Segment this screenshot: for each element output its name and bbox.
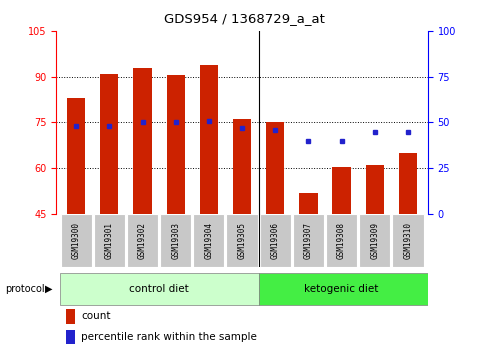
Bar (60, 273, 258, 305)
Bar (66, 309, 75, 324)
Bar (127, 214, 158, 267)
Bar (160, 214, 191, 267)
Bar (193, 214, 224, 267)
Bar (325, 214, 356, 267)
Bar (292, 214, 324, 267)
Text: GSM19305: GSM19305 (237, 222, 246, 259)
Text: GSM19308: GSM19308 (336, 222, 346, 259)
Bar (66, 330, 75, 344)
Bar (398, 153, 416, 214)
Text: GSM19306: GSM19306 (270, 222, 279, 259)
Bar (94, 214, 124, 267)
Text: ketogenic diet: ketogenic diet (304, 284, 378, 294)
Bar (332, 167, 350, 214)
Text: GSM19304: GSM19304 (204, 222, 213, 259)
Bar (359, 214, 389, 267)
Bar (100, 74, 118, 214)
Bar (265, 122, 284, 214)
Text: GSM19302: GSM19302 (138, 222, 147, 259)
Bar (133, 68, 151, 214)
Bar (391, 214, 423, 267)
Text: ▶: ▶ (45, 284, 52, 294)
Bar (199, 65, 218, 214)
Bar (232, 119, 251, 214)
Text: GSM19307: GSM19307 (304, 222, 312, 259)
Bar (258, 273, 427, 305)
Bar (166, 75, 184, 214)
Text: GSM19303: GSM19303 (171, 222, 180, 259)
Text: GSM19310: GSM19310 (403, 222, 411, 259)
Text: protocol: protocol (5, 284, 44, 294)
Bar (67, 98, 85, 214)
Text: GSM19309: GSM19309 (369, 222, 379, 259)
Bar (226, 214, 257, 267)
Bar (61, 214, 92, 267)
Text: GDS954 / 1368729_a_at: GDS954 / 1368729_a_at (164, 12, 324, 25)
Text: control diet: control diet (129, 284, 188, 294)
Text: count: count (81, 311, 110, 321)
Bar (259, 214, 290, 267)
Text: GSM19301: GSM19301 (104, 222, 114, 259)
Text: percentile rank within the sample: percentile rank within the sample (81, 332, 256, 342)
Text: GSM19300: GSM19300 (72, 222, 81, 259)
Bar (299, 193, 317, 214)
Bar (365, 165, 383, 214)
